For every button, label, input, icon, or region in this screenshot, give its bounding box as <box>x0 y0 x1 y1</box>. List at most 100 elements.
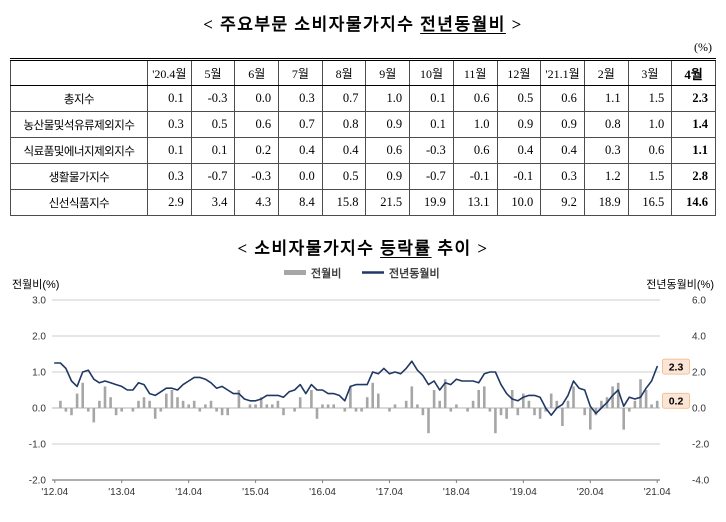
annotation-2.3: 2.3 <box>662 358 690 375</box>
value-cell: 0.6 <box>627 137 673 164</box>
value-cell: 1.2 <box>583 163 629 190</box>
column-header: '21.1월 <box>540 59 585 86</box>
mom-bar <box>192 400 196 408</box>
column-header: 12월 <box>496 59 542 86</box>
title1-suffix: > <box>505 15 523 34</box>
mom-bar <box>109 397 112 408</box>
mom-bar <box>120 408 123 412</box>
mom-bar <box>187 404 190 408</box>
mom-bar <box>583 408 586 416</box>
row-label: 식료품및에너지제외지수 <box>10 137 148 164</box>
title2-underlined: 등락률 <box>380 239 432 258</box>
value-cell: 0.4 <box>540 137 585 164</box>
value-cell: 1.0 <box>627 111 673 138</box>
value-cell: 0.4 <box>278 137 323 164</box>
right-tick-label: 4.0 <box>692 332 706 343</box>
mom-bar <box>449 408 453 412</box>
mom-bar <box>343 408 347 412</box>
mom-bar <box>594 408 598 416</box>
mom-bar <box>432 390 436 408</box>
value-cell: 1.0 <box>365 85 411 112</box>
value-cell: 1.4 <box>671 111 716 138</box>
mom-bar <box>259 397 263 408</box>
mom-bar <box>159 408 163 412</box>
x-tick-label: '17.04 <box>376 487 403 498</box>
mom-bar <box>64 408 68 412</box>
mom-bar <box>148 400 151 408</box>
mom-bars <box>59 379 659 434</box>
mom-bar <box>293 408 296 412</box>
mom-bar <box>600 400 603 408</box>
mom-bar <box>477 390 480 408</box>
value-cell: -0.3 <box>409 137 454 164</box>
value-cell: 0.8 <box>583 111 629 138</box>
value-cell: 0.8 <box>321 111 367 138</box>
mom-bar <box>616 382 620 408</box>
mom-bar <box>561 408 564 426</box>
unit-label: (%) <box>694 40 712 54</box>
mom-bar <box>59 400 62 408</box>
mom-bar <box>226 408 229 416</box>
mom-bar <box>633 400 637 408</box>
value-cell: 0.6 <box>234 111 280 138</box>
value-cell: 0.3 <box>540 163 585 190</box>
mom-bar <box>198 408 202 412</box>
mom-bar <box>137 400 140 408</box>
mom-bar <box>455 404 458 408</box>
right-axis: 6.0 4.0 2.0 0.0 -2.0 -4.0 <box>692 296 710 487</box>
value-cell: -0.3 <box>234 163 280 190</box>
right-tick-label: -4.0 <box>692 476 710 487</box>
value-cell: 1.1 <box>671 137 716 164</box>
mom-bar <box>644 390 648 408</box>
value-cell: 0.1 <box>147 137 192 164</box>
right-tick-label: -2.0 <box>692 440 710 451</box>
x-tick-label: '15.04 <box>242 487 269 498</box>
value-cell: 10.0 <box>496 189 542 216</box>
value-cell: 18.9 <box>583 189 629 216</box>
mom-bar <box>265 404 269 408</box>
value-cell: 0.3 <box>147 163 192 190</box>
value-cell: 16.5 <box>627 189 673 216</box>
value-cell: 8.4 <box>278 189 323 216</box>
mom-bar <box>237 390 241 408</box>
value-cell: 0.1 <box>409 111 454 138</box>
table-row: 식료품및에너지제외지수 0.1 0.1 0.2 0.4 0.4 0.6 -0.3 0.6 0.4 0… <box>10 137 716 164</box>
mom-bar <box>494 408 497 434</box>
mom-bar <box>505 408 508 419</box>
mom-bar <box>75 393 79 408</box>
mom-bar <box>611 386 614 408</box>
value-cell: -0.7 <box>409 163 454 190</box>
mom-bar <box>170 390 174 408</box>
mom-bar <box>326 404 330 408</box>
left-tick-label: 0.0 <box>32 404 46 415</box>
chart-section-title: < 소비자물가지수 등락률 추이 > <box>0 234 726 259</box>
mom-bar <box>628 408 631 412</box>
value-cell: 0.6 <box>365 137 411 164</box>
mom-bar <box>215 408 218 412</box>
table-row: 생활물가지수 0.3 -0.7 -0.3 0.0 0.5 0.9 -0.7 -0.1 -0.1 0.… <box>10 163 716 190</box>
yoy-line <box>53 360 659 416</box>
left-tick-label: -1.0 <box>29 440 47 451</box>
left-tick-label: -2.0 <box>29 476 47 487</box>
x-tick-label: '12.04 <box>41 487 68 498</box>
column-header: 4월 <box>671 59 716 86</box>
mom-bar <box>466 408 469 412</box>
mom-bar <box>438 400 441 408</box>
legend-bar-label: 전월비 <box>311 266 341 280</box>
mom-bar <box>271 404 274 408</box>
mom-bar <box>103 386 107 408</box>
column-header: 10월 <box>409 59 454 86</box>
left-tick-label: 3.0 <box>32 296 46 307</box>
mom-bar <box>165 393 168 408</box>
value-cell: 3.4 <box>190 189 236 216</box>
value-cell: 15.8 <box>321 189 367 216</box>
value-cell: 1.0 <box>452 111 498 138</box>
table-corner-cell <box>10 59 148 86</box>
right-axis-caption: 전년동월비(%) <box>646 278 714 291</box>
annotation-text: 2.3 <box>669 361 684 373</box>
mom-bar <box>81 382 84 408</box>
mom-bar <box>360 408 363 412</box>
mom-bar <box>209 400 213 408</box>
row-label: 신선식품지수 <box>10 189 148 216</box>
